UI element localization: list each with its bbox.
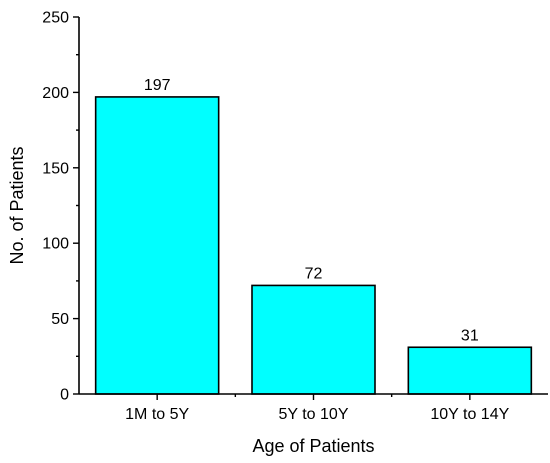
y-tick-label: 50 (51, 311, 69, 328)
y-tick-label: 250 (42, 10, 69, 27)
bar (251, 284, 376, 395)
y-axis-title: No. of Patients (7, 146, 27, 264)
y-tick-label: 200 (42, 85, 69, 102)
bars-group: 197 72 31 (94, 77, 533, 395)
bar (407, 346, 533, 395)
x-tick-label: 1M to 5Y (125, 406, 189, 423)
bar-value-label: 72 (305, 265, 323, 282)
y-tick-label: 0 (60, 387, 69, 404)
y-tick-label: 100 (42, 236, 69, 253)
y-axis-ticks: 0 50 100 150 200 250 (42, 10, 79, 404)
bar (94, 96, 220, 395)
bar-value-label: 31 (461, 327, 479, 344)
x-axis-title: Age of Patients (252, 436, 374, 456)
x-tick-label: 10Y to 14Y (430, 406, 509, 423)
bar-value-label: 197 (144, 77, 171, 94)
x-tick-label: 5Y to 10Y (279, 406, 349, 423)
x-axis-ticks: 1M to 5Y 5Y to 10Y 10Y to 14Y (125, 394, 510, 423)
y-tick-label: 150 (42, 160, 69, 177)
